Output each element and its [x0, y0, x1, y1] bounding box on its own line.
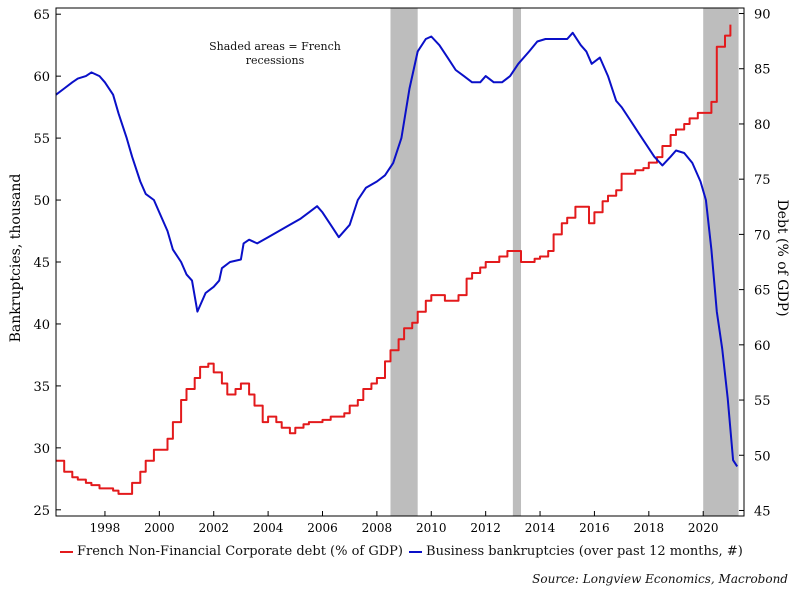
y-left-tick-label: 65: [33, 8, 50, 23]
x-tick-label: 2020: [688, 521, 719, 535]
legend-item-debt: French Non-Financial Corporate debt (% o…: [60, 544, 403, 559]
y-right-tick-label: 90: [754, 8, 771, 23]
y-right-tick-label: 45: [754, 504, 771, 519]
legend-item-bankruptcies: Business bankruptcies (over past 12 mont…: [409, 544, 743, 559]
x-tick-label: 2006: [307, 521, 338, 535]
x-tick-label: 2000: [144, 521, 175, 535]
legend-label-bankruptcies: Business bankruptcies (over past 12 mont…: [426, 544, 743, 559]
x-tick-label: 2016: [579, 521, 610, 535]
y-right-tick-label: 50: [754, 449, 771, 464]
x-tick-label: 1998: [90, 521, 121, 535]
y-axis-right: 45 50 55 60 65 70 75 80 85 90: [739, 8, 771, 519]
legend-swatch-bankruptcies: [409, 550, 423, 553]
recession-band: [390, 8, 418, 516]
recession-band: [703, 8, 739, 516]
recession-note: Shaded areas = French recessions: [209, 40, 341, 67]
x-tick-label: 2002: [198, 521, 229, 535]
y-left-tick-label: 50: [33, 194, 50, 209]
y-left-tick-label: 30: [33, 442, 50, 457]
x-axis: 1998 2000 2002 2004 2006 2008 2010 2012 2014 2016…: [90, 511, 719, 535]
y-left-tick-label: 45: [33, 256, 50, 271]
legend-label-debt: French Non-Financial Corporate debt (% o…: [77, 544, 404, 559]
x-tick-label: 2014: [525, 521, 556, 535]
y-right-tick-label: 60: [754, 339, 771, 354]
series-layer: [55, 24, 739, 495]
x-tick-label: 2004: [253, 521, 284, 535]
y-left-tick-label: 35: [33, 380, 50, 395]
y-right-tick-label: 70: [754, 228, 771, 243]
y-right-tick-label: 85: [754, 63, 771, 78]
y-right-tick-label: 75: [754, 173, 771, 188]
y-left-tick-label: 55: [33, 132, 50, 147]
y-axis-left-label: Bankruptcies, thousand: [8, 174, 24, 343]
recession-band: [512, 8, 522, 516]
recession-bands: [390, 8, 739, 516]
y-right-tick-label: 80: [754, 118, 771, 133]
x-tick-label: 2018: [634, 521, 665, 535]
y-axis-right-label: Debt (% of GDP): [774, 199, 790, 316]
y-right-tick-label: 55: [754, 394, 771, 409]
series-line-bankruptcies: [55, 31, 739, 467]
x-tick-label: 2012: [470, 521, 501, 535]
x-tick-label: 2010: [416, 521, 447, 535]
legend-swatch-debt: [60, 550, 73, 553]
y-right-tick-label: 65: [754, 284, 771, 299]
x-tick-label: 2008: [362, 521, 393, 535]
y-left-tick-label: 40: [33, 318, 50, 333]
legend: French Non-Financial Corporate debt (% o…: [60, 544, 749, 559]
y-left-tick-label: 60: [33, 70, 50, 85]
y-axis-left: 25 30 35 40 45 50 55 60 65: [33, 8, 61, 519]
series-line-debt: [56, 24, 732, 495]
y-left-tick-label: 25: [33, 504, 50, 519]
source-note: Source: Longview Economics, Macrobond: [532, 572, 788, 586]
